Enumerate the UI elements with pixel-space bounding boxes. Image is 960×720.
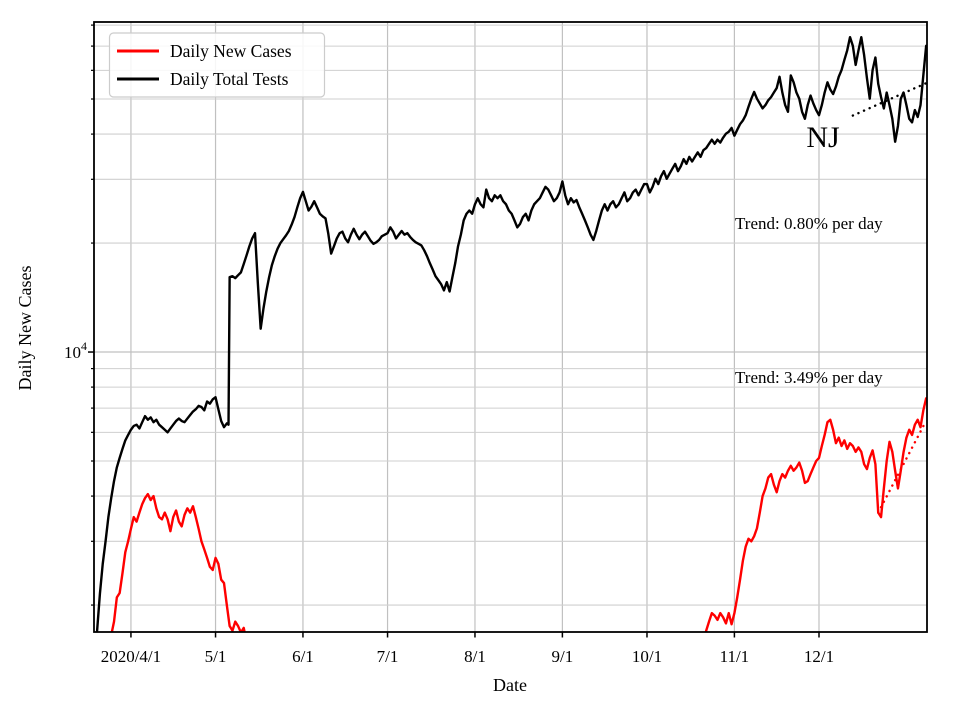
x-tick-label: 12/1 — [804, 647, 834, 666]
gridlines — [94, 22, 927, 632]
legend-label: Daily Total Tests — [170, 69, 289, 89]
x-tick-label: 9/1 — [552, 647, 574, 666]
y-axis-label: Daily New Cases — [15, 266, 35, 391]
daily-new-cases-line — [110, 492, 246, 632]
daily-new-cases-trend-line — [877, 419, 927, 514]
plot-area — [93, 21, 928, 633]
x-tick-labels: 2020/4/1 5/1 6/1 7/1 8/1 9/1 10/1 11/1 12/1 — [101, 647, 834, 666]
x-tick-label: 11/1 — [720, 647, 750, 666]
legend: Daily New Cases Daily Total Tests — [108, 32, 326, 98]
state-annotation: NJ — [806, 121, 840, 154]
daily-total-tests-trend-line — [851, 81, 927, 117]
legend-label: Daily New Cases — [170, 41, 292, 61]
axis-ticks — [88, 24, 820, 638]
x-tick-label: 2020/4/1 — [101, 647, 161, 666]
x-tick-label: 7/1 — [377, 647, 399, 666]
legend-box — [108, 32, 326, 98]
x-tick-label: 8/1 — [464, 647, 486, 666]
x-tick-label: 5/1 — [205, 647, 227, 666]
x-tick-label: 6/1 — [292, 647, 314, 666]
cases-trend-label: Trend: 3.49% per day — [735, 368, 883, 387]
daily-new-cases-line — [704, 397, 927, 632]
y-tick-label-text: 104 — [64, 339, 87, 362]
x-tick-label: 10/1 — [632, 647, 662, 666]
tests-trend-label: Trend: 0.80% per day — [735, 214, 883, 233]
x-axis-label: Date — [493, 675, 527, 695]
daily-total-tests-line — [95, 35, 927, 632]
y-tick-label: 104 — [64, 339, 87, 362]
data-series — [95, 35, 927, 632]
